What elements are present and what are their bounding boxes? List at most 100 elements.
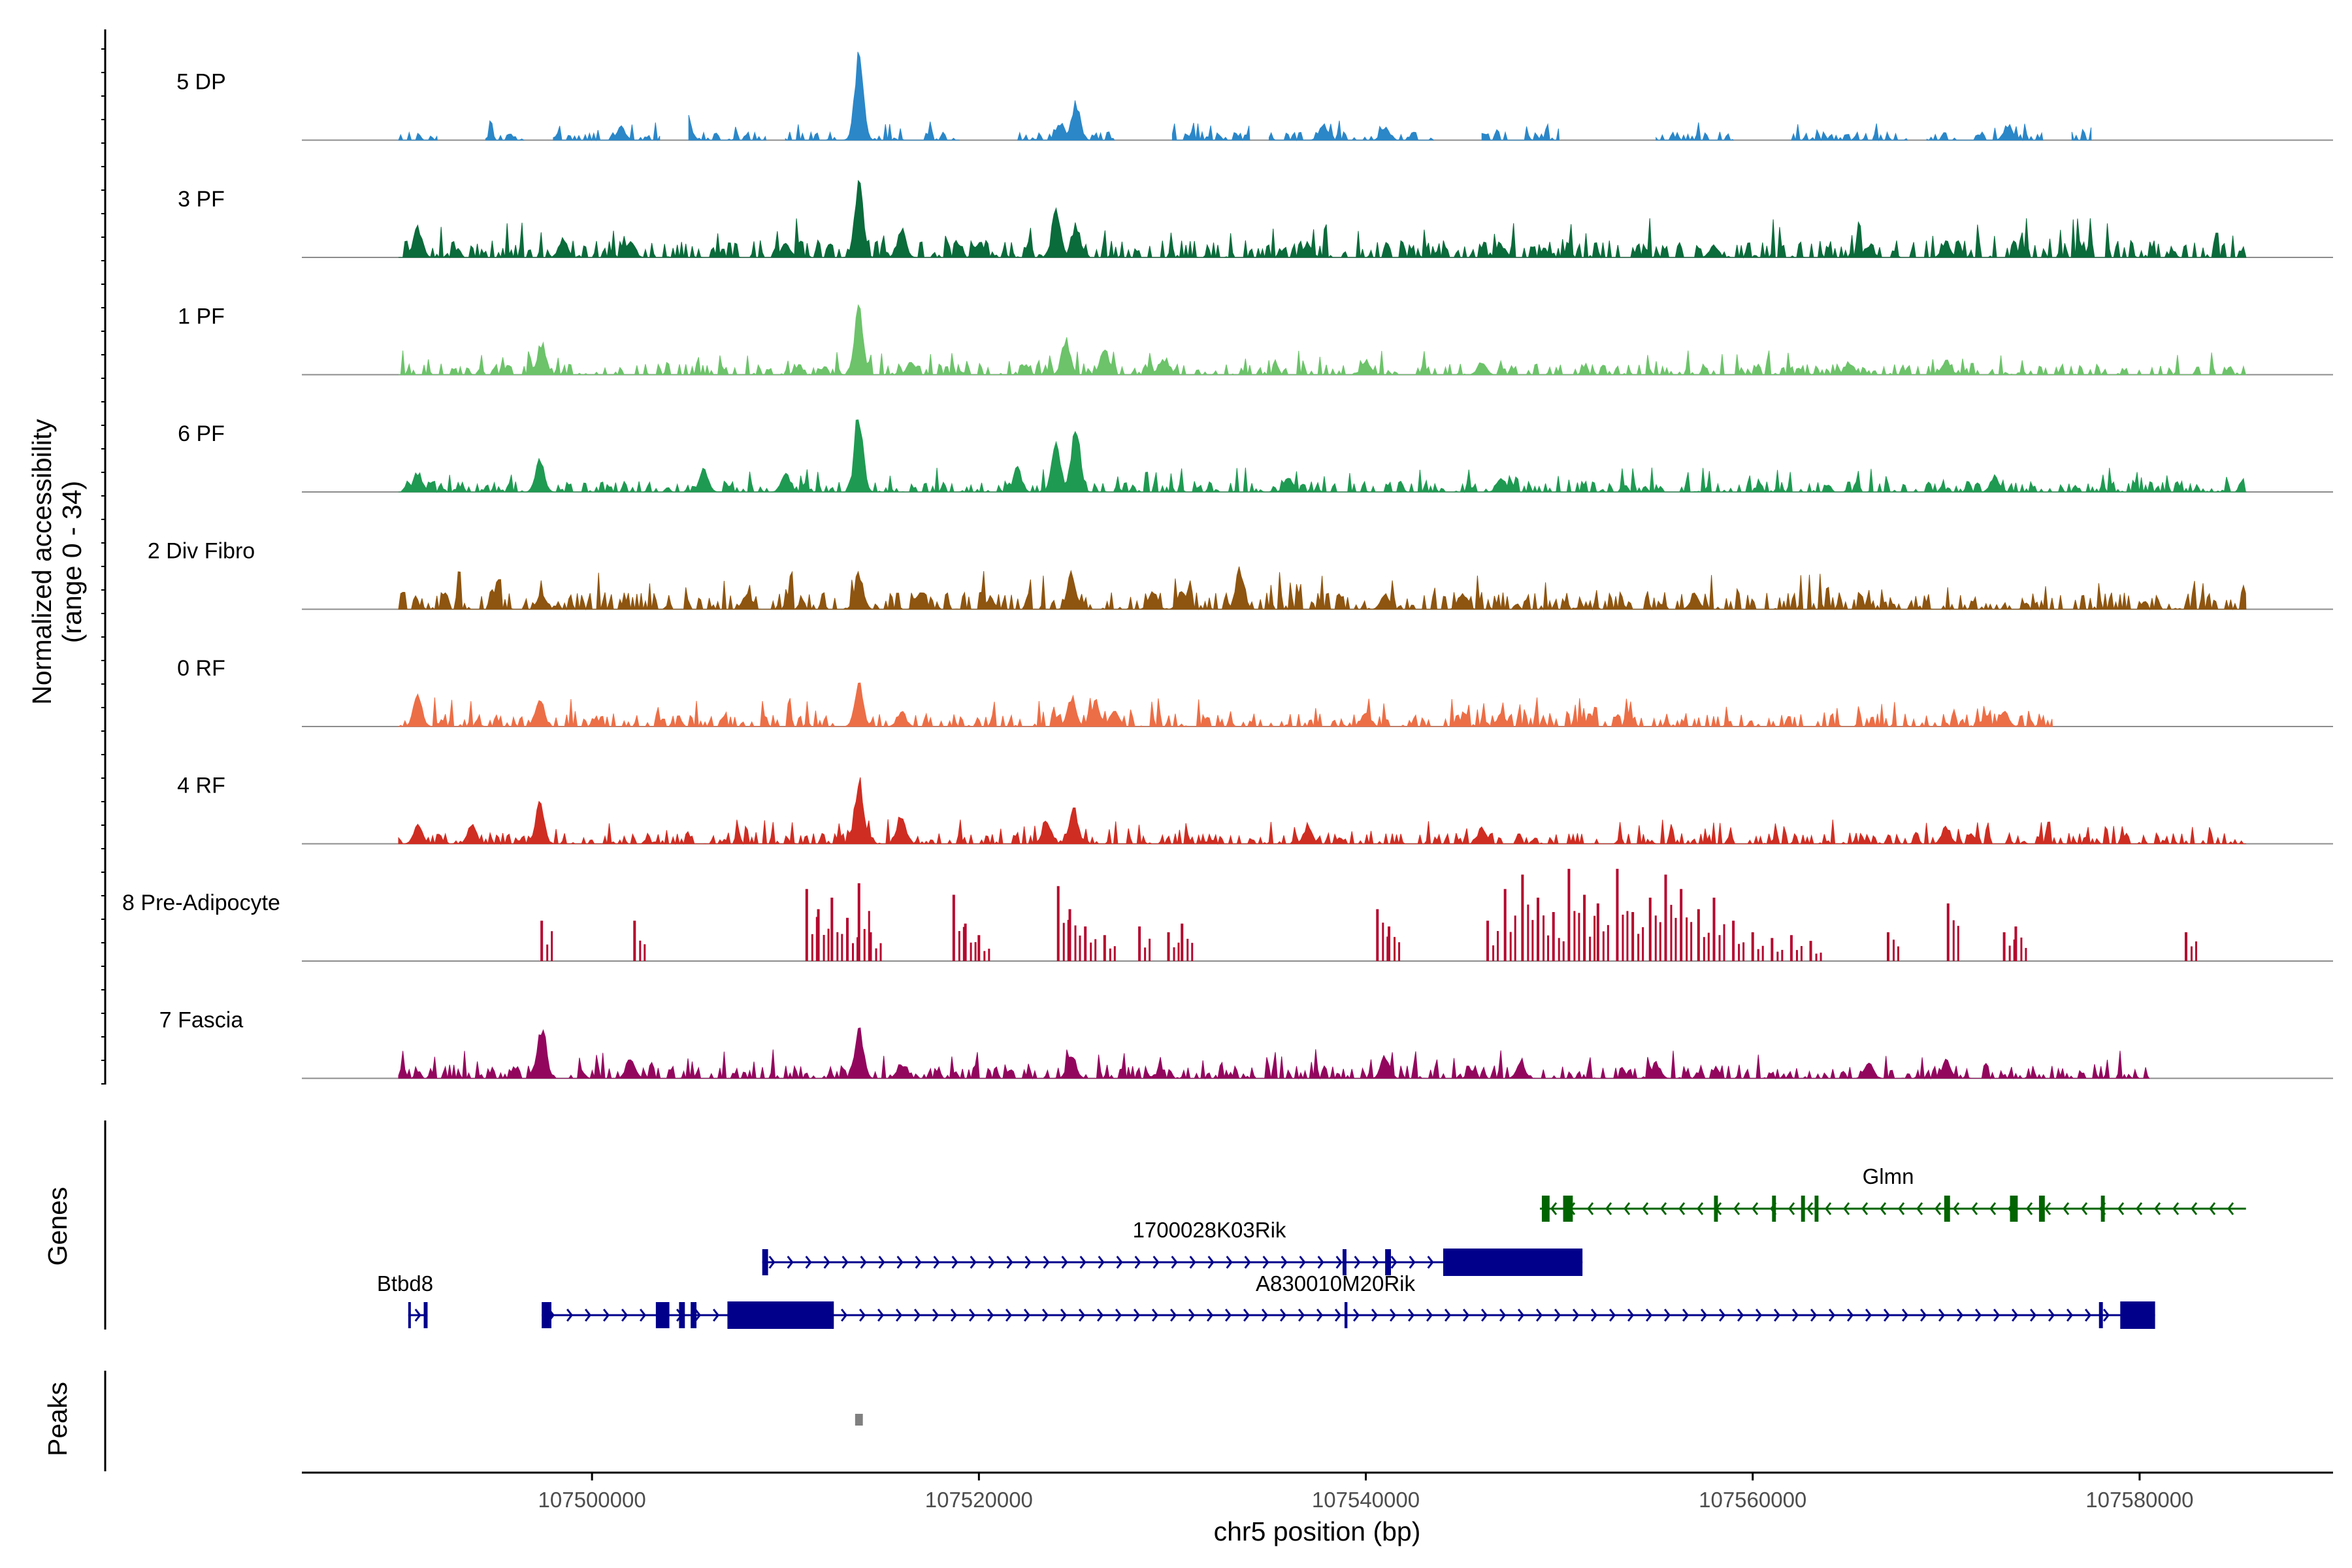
strand-arrow bbox=[1041, 1309, 1049, 1322]
strand-arrow bbox=[1006, 1256, 1013, 1269]
strand-arrow bbox=[2029, 1309, 2037, 1322]
strand-arrow bbox=[2136, 1202, 2143, 1215]
coverage-bar bbox=[1558, 938, 1560, 961]
strand-arrow bbox=[1609, 1309, 1616, 1322]
strand-arrow bbox=[1043, 1256, 1050, 1269]
strand-arrow bbox=[1590, 1309, 1598, 1322]
strand-arrow bbox=[1733, 1202, 1740, 1215]
x-tick-label: 107560000 bbox=[1699, 1488, 1806, 1512]
strand-arrow bbox=[566, 1309, 574, 1322]
coverage-bar bbox=[1670, 904, 1673, 961]
coverage-bar bbox=[551, 931, 553, 961]
exon bbox=[1541, 1196, 1550, 1222]
coverage-bar bbox=[1602, 931, 1605, 961]
coverage-bar bbox=[1712, 897, 1716, 961]
coverage-bar bbox=[1562, 941, 1565, 961]
strand-arrow bbox=[2063, 1202, 2070, 1215]
strand-arrow bbox=[1409, 1256, 1416, 1269]
strand-arrow bbox=[1865, 1309, 1872, 1322]
coverage-bar bbox=[1789, 935, 1793, 961]
strand-arrow bbox=[1371, 1309, 1379, 1322]
strand-arrow bbox=[1810, 1309, 1818, 1322]
strand-arrow bbox=[1444, 1309, 1452, 1322]
strand-arrow bbox=[915, 1256, 922, 1269]
strand-arrow bbox=[1645, 1309, 1653, 1322]
coverage-bar bbox=[1486, 921, 1490, 961]
coverage-bar bbox=[856, 937, 858, 961]
strand-arrow bbox=[841, 1256, 849, 1269]
strand-arrow bbox=[2172, 1202, 2180, 1215]
coverage-area bbox=[398, 52, 2092, 142]
coverage-tracks: 5 DP 3 PF 1 PF 6 PF 2 Div Fibro 0 RF 4 RF 8 Pre… bbox=[101, 29, 2333, 1085]
coverage-bar bbox=[1062, 923, 1065, 961]
strand-arrow bbox=[1993, 1309, 2001, 1322]
strand-arrow bbox=[1151, 1309, 1159, 1322]
coverage-bar bbox=[1567, 868, 1571, 961]
strand-arrow bbox=[950, 1309, 958, 1322]
track-label: 5 DP bbox=[176, 70, 226, 95]
coverage-bar bbox=[977, 935, 981, 961]
coverage-bar bbox=[2002, 932, 2006, 961]
strand-arrow bbox=[896, 1256, 904, 1269]
coverage-bar bbox=[962, 926, 965, 961]
strand-arrow bbox=[1883, 1309, 1891, 1322]
strand-arrow bbox=[1605, 1202, 1612, 1215]
strand-arrow bbox=[860, 1256, 867, 1269]
strand-arrow bbox=[584, 1309, 592, 1322]
strand-arrow bbox=[1916, 1202, 1923, 1215]
strand-arrow bbox=[1682, 1309, 1690, 1322]
coverage-bar bbox=[1509, 932, 1512, 961]
coverage-bar bbox=[639, 940, 642, 961]
strand-arrow bbox=[1791, 1309, 1799, 1322]
coverage-bar bbox=[1680, 889, 1683, 961]
coverage-bar bbox=[633, 921, 636, 961]
strand-arrow bbox=[1700, 1309, 1708, 1322]
coverage-bar bbox=[815, 917, 818, 961]
exon bbox=[1944, 1196, 1950, 1222]
coverage-bar bbox=[1626, 911, 1629, 961]
strand-arrow bbox=[988, 1256, 995, 1269]
coverage-area bbox=[399, 304, 2247, 376]
strand-arrow bbox=[1550, 1202, 1558, 1215]
strand-arrow bbox=[970, 1256, 977, 1269]
strand-arrow bbox=[1115, 1309, 1122, 1322]
exon bbox=[655, 1302, 670, 1328]
strand-arrow bbox=[1953, 1202, 1960, 1215]
coverage-bar bbox=[879, 943, 882, 961]
track-4-rf: 4 RF bbox=[177, 774, 2333, 845]
strand-arrow bbox=[768, 1256, 776, 1269]
coverage-bar bbox=[964, 923, 967, 961]
strand-arrow bbox=[1226, 1256, 1233, 1269]
strand-arrow bbox=[1316, 1309, 1324, 1322]
strand-arrow bbox=[2227, 1202, 2234, 1215]
track-5-dp: 5 DP bbox=[176, 52, 2333, 142]
x-axis-ticks: 107500000 107520000 107540000 107560000 1075… bbox=[538, 1473, 2193, 1512]
x-axis-label: chr5 position (bp) bbox=[1214, 1516, 1421, 1546]
coverage-bar bbox=[2195, 941, 2197, 961]
coverage-bar bbox=[1952, 920, 1955, 961]
track-label: 0 RF bbox=[177, 656, 225, 681]
coverage-bar bbox=[1382, 923, 1384, 961]
strand-arrow bbox=[1660, 1202, 1667, 1215]
track-label: 1 PF bbox=[178, 304, 225, 329]
coverage-bar bbox=[1771, 938, 1774, 961]
coverage-bar bbox=[1703, 937, 1705, 961]
strand-arrow bbox=[878, 1256, 885, 1269]
strand-arrow bbox=[1171, 1256, 1178, 1269]
coverage-bar bbox=[1398, 942, 1401, 961]
strand-arrow bbox=[840, 1309, 848, 1322]
coverage-bar bbox=[1781, 949, 1784, 961]
gene-label: A830010M20Rik bbox=[1256, 1271, 1415, 1296]
strand-arrow bbox=[2048, 1309, 2055, 1322]
coverage-bar bbox=[1674, 917, 1677, 961]
strand-arrow bbox=[1024, 1256, 1032, 1269]
strand-arrow bbox=[1152, 1256, 1160, 1269]
exon bbox=[1385, 1249, 1392, 1275]
coverage-bar bbox=[1707, 932, 1710, 961]
gene-a830010m20rik: A830010M20Rik bbox=[542, 1271, 2155, 1329]
strand-arrow bbox=[414, 1309, 421, 1322]
coverage-bar bbox=[1503, 889, 1507, 961]
strand-arrow bbox=[1262, 1256, 1269, 1269]
coverage-bar bbox=[1686, 917, 1688, 961]
coverage-bar bbox=[1497, 931, 1499, 961]
